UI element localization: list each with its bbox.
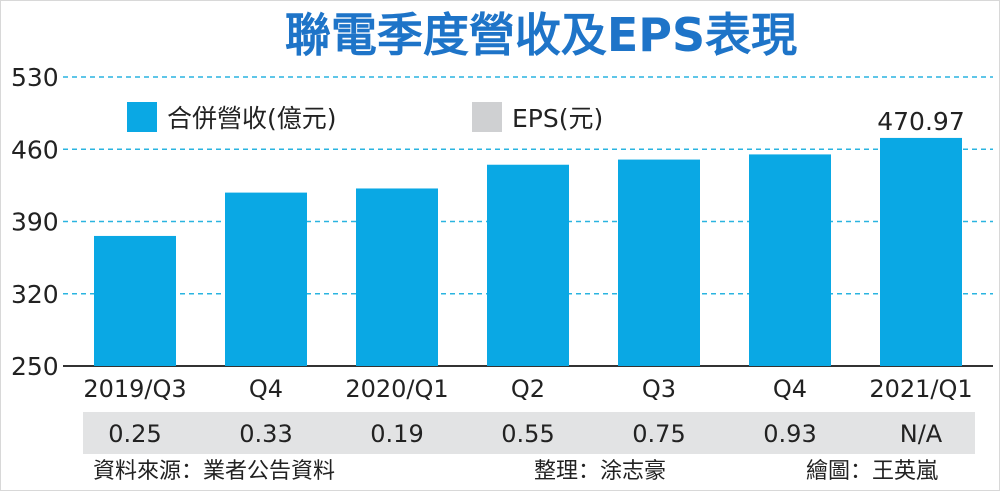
bar — [487, 164, 569, 366]
legend-swatch-revenue — [127, 102, 157, 132]
eps-row: 0.25 0.33 0.19 0.55 0.75 0.93 N/A — [83, 412, 975, 454]
eps-value: 0.55 — [501, 420, 554, 448]
y-tick-label: 390 — [11, 208, 59, 237]
bar — [94, 235, 176, 366]
x-tick-label: 2021/Q1 — [869, 375, 972, 403]
footer-editor: 整理：涂志豪 — [534, 459, 666, 484]
legend-label-eps: EPS(元) — [512, 104, 603, 133]
x-axis-tick-labels: 2019/Q3 Q4 2020/Q1 Q2 Q3 Q4 2021/Q1 — [83, 375, 972, 403]
eps-value: 0.25 — [108, 420, 161, 448]
y-axis-tick-labels: 250 320 390 460 530 — [11, 63, 59, 381]
bar — [356, 188, 438, 366]
bar — [618, 159, 700, 366]
y-tick-label: 320 — [11, 280, 59, 309]
x-tick-label: Q4 — [773, 375, 807, 403]
data-labels: 470.97 — [877, 107, 964, 136]
bars — [94, 137, 962, 366]
footer-source: 資料來源：業者公告資料 — [93, 459, 335, 484]
eps-row-background — [83, 412, 975, 454]
bar — [749, 154, 831, 366]
bar — [225, 192, 307, 366]
y-tick-label: 460 — [11, 135, 59, 164]
x-tick-label: 2019/Q3 — [83, 375, 186, 403]
legend-label-revenue: 合併營收(億元) — [167, 104, 337, 133]
eps-value: 0.33 — [239, 420, 292, 448]
x-tick-label: Q4 — [249, 375, 283, 403]
x-tick-label: 2020/Q1 — [345, 375, 448, 403]
x-tick-label: Q2 — [511, 375, 545, 403]
eps-value: 0.75 — [632, 420, 685, 448]
eps-value: 0.93 — [763, 420, 816, 448]
x-tick-label: Q3 — [642, 375, 676, 403]
y-tick-label: 530 — [11, 63, 59, 92]
eps-value: N/A — [900, 420, 943, 448]
y-tick-label: 250 — [11, 352, 59, 381]
chart-title: 聯電季度營收及EPS表現 — [285, 8, 797, 62]
legend: 合併營收(億元) EPS(元) — [127, 102, 603, 133]
eps-value: 0.19 — [370, 420, 423, 448]
footer: 資料來源：業者公告資料 整理：涂志豪 繪圖：王英嵐 — [93, 459, 938, 484]
footer-illustrator: 繪圖：王英嵐 — [806, 459, 938, 484]
bar — [880, 137, 962, 366]
legend-swatch-eps — [472, 102, 502, 132]
data-label: 470.97 — [877, 107, 964, 136]
